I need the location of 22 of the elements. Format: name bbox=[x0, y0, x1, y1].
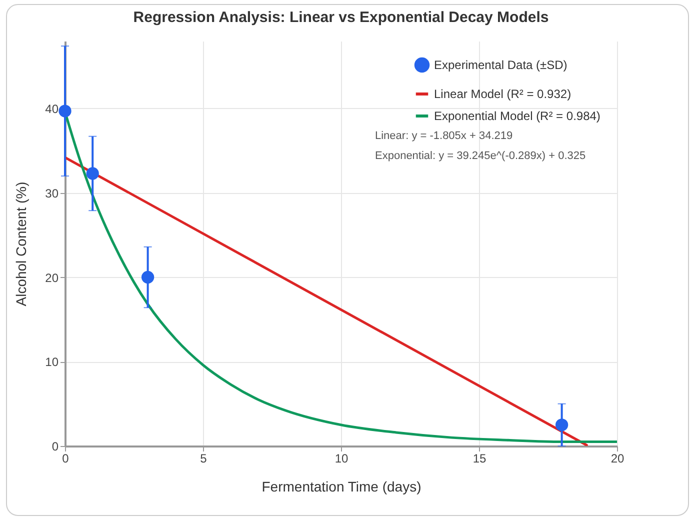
point bbox=[555, 418, 568, 432]
x-tick-label: 0 bbox=[62, 452, 70, 466]
point bbox=[86, 167, 99, 180]
x-tick-label: 20 bbox=[610, 452, 624, 466]
legend-label: Experimental Data (±SD) bbox=[434, 58, 568, 72]
x-tick-label: 5 bbox=[200, 452, 208, 466]
point bbox=[141, 270, 154, 284]
annotation: Exponential: y = 39.245e^(-0.289x) + 0.325 bbox=[375, 150, 586, 162]
y-tick-label: 10 bbox=[45, 355, 59, 370]
x-tick-label: 10 bbox=[334, 452, 348, 466]
y-tick-label: 0 bbox=[52, 440, 59, 454]
y-tick-label: 20 bbox=[45, 270, 59, 285]
chart-title: Regression Analysis: Linear vs Exponential Decay Models bbox=[133, 9, 549, 26]
y-tick-label: 30 bbox=[45, 186, 59, 200]
y-axis-title: Alcohol Content (%) bbox=[13, 182, 30, 306]
x-axis-title: Fermentation Time (days) bbox=[262, 478, 422, 494]
y-tick-label: 40 bbox=[45, 102, 59, 116]
x-tick-label: 15 bbox=[472, 452, 486, 466]
annotation: Linear: y = -1.805x + 34.219 bbox=[375, 130, 513, 142]
legend-label: Exponential Model (R² = 0.984) bbox=[434, 109, 600, 123]
legend-label: Linear Model (R² = 0.932) bbox=[434, 87, 572, 101]
point bbox=[58, 104, 72, 118]
